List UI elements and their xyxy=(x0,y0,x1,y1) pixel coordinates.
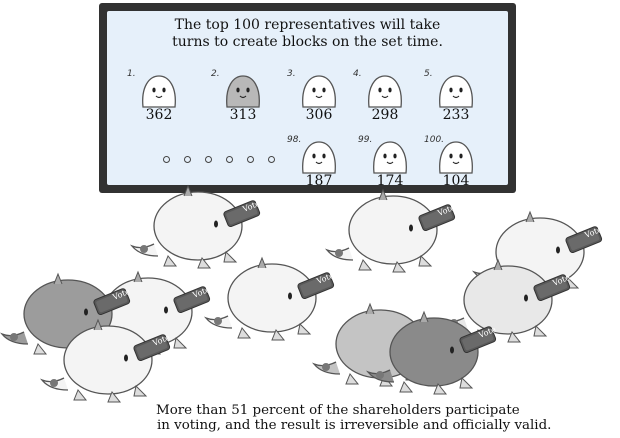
vote-count: 233 xyxy=(442,107,470,123)
voter-crowd: VoteVoteVoteVoteVoteVoteVoteVoteVoteVote xyxy=(1,185,604,403)
vote-count: 298 xyxy=(371,107,399,123)
blob-face-icon xyxy=(373,141,407,174)
dot xyxy=(184,156,191,163)
rank-label: 4. xyxy=(353,69,362,79)
caption: More than 51 percent of the shareholders… xyxy=(156,403,606,433)
dot xyxy=(247,156,254,163)
rank-label: 2. xyxy=(211,69,220,79)
dot xyxy=(163,156,170,163)
caption-line-2: in voting, and the result is irreversibl… xyxy=(157,418,552,433)
rank-label: 99. xyxy=(358,135,373,145)
blob-face-icon xyxy=(439,141,473,174)
representative-1: 1. 362 xyxy=(127,69,191,131)
representative-99: 99. 174 xyxy=(358,135,422,197)
representative-4: 4. 298 xyxy=(353,69,417,131)
headline-line-1: The top 100 representatives will take xyxy=(174,17,441,33)
vote-count: 104 xyxy=(442,173,470,189)
voter-creature: Vote xyxy=(326,189,457,273)
rank-label: 5. xyxy=(424,69,433,79)
rank-label: 100. xyxy=(424,135,445,145)
vote-count: 187 xyxy=(305,173,333,189)
rank-label: 3. xyxy=(287,69,296,79)
voter-creature: Vote xyxy=(131,185,262,269)
blob-face-icon xyxy=(368,75,402,108)
representative-2: 2. 313 xyxy=(211,69,275,131)
headline-line-2: turns to create blocks on the set time. xyxy=(172,34,443,50)
blob-face-icon xyxy=(439,75,473,108)
dot xyxy=(205,156,212,163)
vote-count: 174 xyxy=(376,173,404,189)
rank-label: 1. xyxy=(127,69,136,79)
board-screen: The top 100 representatives will take tu… xyxy=(107,11,508,189)
dot xyxy=(226,156,233,163)
vote-count: 313 xyxy=(229,107,257,123)
voter-creature: Vote xyxy=(205,257,336,341)
presentation-board: The top 100 representatives will take tu… xyxy=(99,3,516,193)
representative-98: 98. 187 xyxy=(287,135,351,197)
blob-face-icon xyxy=(302,75,336,108)
representative-3: 3. 306 xyxy=(287,69,351,131)
ellipsis-dots xyxy=(163,156,275,163)
board-headline: The top 100 representatives will take tu… xyxy=(107,17,508,51)
vote-count: 362 xyxy=(145,107,173,123)
blob-face-icon xyxy=(226,75,260,108)
dot xyxy=(268,156,275,163)
blob-face-icon xyxy=(302,141,336,174)
rank-label: 98. xyxy=(287,135,302,145)
caption-line-1: More than 51 percent of the shareholders… xyxy=(156,403,520,418)
representative-5: 5. 233 xyxy=(424,69,488,131)
representative-100: 100. 104 xyxy=(424,135,488,197)
blob-face-icon xyxy=(142,75,176,108)
vote-count: 306 xyxy=(305,107,333,123)
